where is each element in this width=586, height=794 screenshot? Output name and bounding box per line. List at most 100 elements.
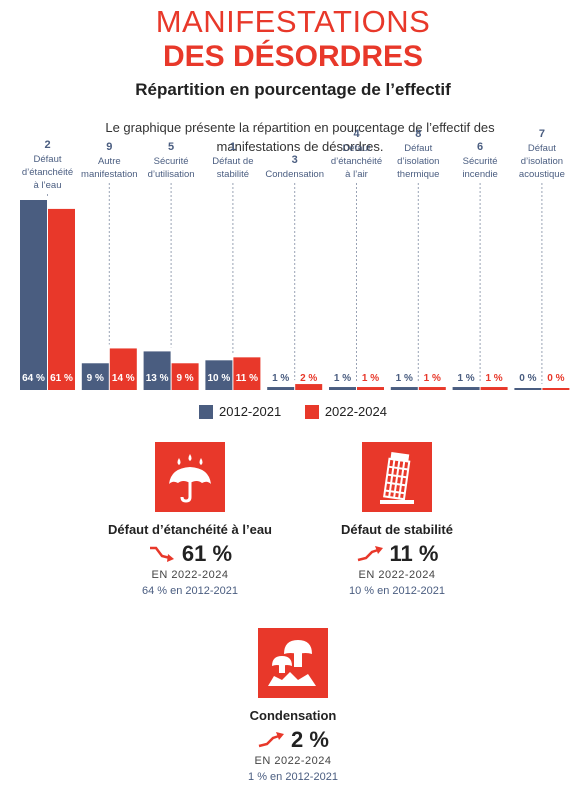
category-rank: 6 — [477, 141, 483, 153]
highlight-label: Condensation — [249, 708, 337, 723]
category-label: Défaut de — [212, 156, 253, 167]
category-rank: 5 — [168, 141, 174, 153]
bar-value-label: 13 % — [146, 373, 169, 384]
category-label: Sécurité — [154, 156, 189, 167]
category-rank: 7 — [539, 128, 545, 140]
bar-2012-2021-7 — [390, 387, 418, 390]
trend-down-icon — [149, 546, 174, 562]
category-label: stabilité — [217, 169, 249, 180]
mushroom-mold-icon — [258, 628, 328, 698]
bar-2022-2024-2 — [109, 348, 137, 390]
bar-value-label: 1 % — [362, 373, 379, 384]
legend-label-series2: 2022-2024 — [324, 404, 387, 419]
highlight-period: EN 2022-2024 — [151, 569, 229, 581]
bar-2022-2024-9 — [542, 388, 570, 390]
legend-label-series1: 2012-2021 — [219, 404, 282, 419]
highlight-card-water: Défaut d’étanchéité à l’eau 61 % EN 2022… — [90, 442, 290, 597]
bar-value-label: 0 % — [547, 373, 564, 384]
highlight-value-row: 11 % — [297, 541, 497, 567]
category-label: acoustique — [519, 169, 565, 180]
highlight-previous: 64 % en 2012-2021 — [141, 585, 239, 597]
highlight-value-row: 61 % — [90, 541, 290, 567]
bar-2012-2021-9 — [514, 388, 542, 390]
bar-value-label: 1 % — [272, 373, 289, 384]
bar-2012-2021-4 — [205, 360, 233, 390]
bar-value-label: 9 % — [87, 373, 104, 384]
bar-value-label: 61 % — [50, 373, 73, 384]
bar-2012-2021-2 — [81, 363, 109, 390]
highlight-card-stability: Défaut de stabilité 11 % EN 2022-2024 10… — [297, 442, 497, 597]
bar-2022-2024-1 — [48, 208, 75, 390]
bar-value-label: 14 % — [112, 373, 135, 384]
chart-legend: 2012-2021 2022-2024 — [0, 404, 586, 422]
leaning-tower-icon — [362, 442, 432, 512]
category-label: manifestation — [81, 169, 138, 180]
category-label: incendie — [462, 169, 497, 180]
legend-swatch-series2 — [304, 404, 319, 419]
legend-item-series1: 2012-2021 — [199, 404, 281, 419]
bar-2022-2024-6 — [357, 387, 384, 390]
bar-value-label: 10 % — [208, 373, 231, 384]
category-rank: 4 — [353, 128, 360, 140]
category-label: d’étanchéité — [331, 156, 382, 167]
category-label: Défaut — [34, 154, 62, 165]
highlight-card-condensation: Condensation 2 % EN 2022-2024 1 % en 201… — [193, 628, 393, 783]
category-rank: 1 — [230, 141, 236, 153]
chart-description: Le graphique présente la répartition en … — [105, 120, 495, 154]
bar-2022-2024-4 — [233, 357, 261, 390]
category-label: d’isolation — [521, 156, 563, 167]
bar-2012-2021-8 — [452, 387, 480, 390]
bar-2012-2021-3 — [143, 351, 171, 390]
category-label: d’utilisation — [148, 169, 195, 180]
category-label: Autre — [98, 156, 121, 167]
legend-swatch-series1 — [199, 404, 214, 419]
bar-value-label: 1 % — [334, 373, 351, 384]
highlight-value: 11 % — [389, 541, 439, 566]
bar-value-label: 1 % — [424, 373, 441, 384]
bar-2012-2021-1 — [20, 200, 47, 390]
highlight-previous: 10 % en 2012-2021 — [348, 585, 446, 597]
bar-value-label: 1 % — [396, 373, 413, 384]
bar-value-label: 11 % — [236, 373, 258, 384]
category-label: Sécurité — [463, 156, 498, 167]
bar-2022-2024-7 — [418, 387, 446, 390]
category-label: à l’eau — [34, 180, 62, 191]
bar-2022-2024-8 — [480, 387, 508, 390]
category-label: d’isolation — [397, 156, 439, 167]
highlight-previous: 1 % en 2012-2021 — [248, 771, 338, 783]
category-rank: 8 — [415, 128, 421, 140]
bar-2012-2021-5 — [267, 387, 295, 390]
category-label: Condensation — [265, 169, 324, 180]
category-label: thermique — [397, 169, 439, 180]
bar-value-label: 1 % — [485, 373, 502, 384]
legend-item-series2: 2022-2024 — [304, 404, 387, 419]
highlight-value: 2 % — [291, 727, 329, 752]
bar-value-label: 9 % — [176, 373, 193, 384]
bar-2022-2024-3 — [171, 363, 199, 390]
bar-2012-2021-6 — [329, 387, 356, 390]
highlight-value: 61 % — [181, 541, 233, 566]
trend-up-icon — [357, 546, 383, 562]
page-title-line2: DES DÉSORDRES — [162, 40, 424, 73]
category-label: Défaut — [528, 143, 556, 154]
category-rank: 9 — [106, 141, 112, 153]
bar-value-label: 0 % — [519, 373, 536, 384]
highlight-label: Défaut de stabilité — [341, 522, 453, 537]
bar-value-label: 64 % — [22, 373, 45, 384]
category-rank: 3 — [292, 154, 298, 166]
trend-up-icon — [258, 732, 285, 748]
category-label: à l’air — [345, 169, 368, 180]
bar-value-label: 1 % — [457, 373, 474, 384]
bar-value-label: 2 % — [300, 373, 317, 384]
highlight-period: EN 2022-2024 — [254, 755, 332, 767]
category-label: Défaut — [404, 143, 432, 154]
highlight-value-row: 2 % — [193, 727, 393, 753]
category-rank: 2 — [44, 139, 50, 151]
highlight-period: EN 2022-2024 — [358, 569, 436, 581]
page-subtitle: Répartition en pourcentage de l’effectif — [135, 80, 451, 99]
umbrella-rain-icon — [155, 442, 225, 512]
page-title-line1: MANIFESTATIONS — [155, 4, 431, 39]
bar-2022-2024-5 — [295, 384, 323, 390]
category-label: d’étanchéité — [22, 167, 73, 178]
